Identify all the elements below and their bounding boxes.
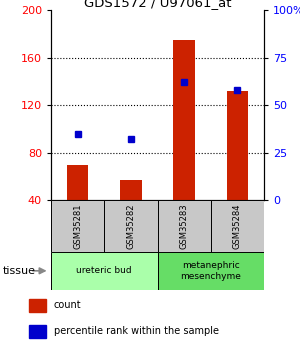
Text: GSM35284: GSM35284 (233, 203, 242, 249)
Text: percentile rank within the sample: percentile rank within the sample (54, 326, 219, 336)
Text: GSM35283: GSM35283 (180, 203, 189, 249)
Text: GSM35282: GSM35282 (126, 203, 135, 249)
Text: GSM35281: GSM35281 (73, 203, 82, 249)
Bar (104, 200, 158, 252)
Text: count: count (54, 300, 81, 310)
Bar (227, 91, 248, 200)
Bar (158, 252, 264, 290)
Bar (211, 200, 264, 252)
Bar (173, 40, 195, 200)
Text: metanephric
mesenchyme: metanephric mesenchyme (180, 261, 241, 280)
Bar (29, 299, 46, 312)
Bar (51, 200, 104, 252)
Text: ureteric bud: ureteric bud (76, 266, 132, 275)
Text: tissue: tissue (3, 266, 36, 276)
Bar (158, 200, 211, 252)
Bar (120, 180, 142, 200)
Bar (29, 325, 46, 338)
Bar (51, 252, 158, 290)
Title: GDS1572 / U97061_at: GDS1572 / U97061_at (84, 0, 231, 9)
Bar (67, 165, 88, 200)
